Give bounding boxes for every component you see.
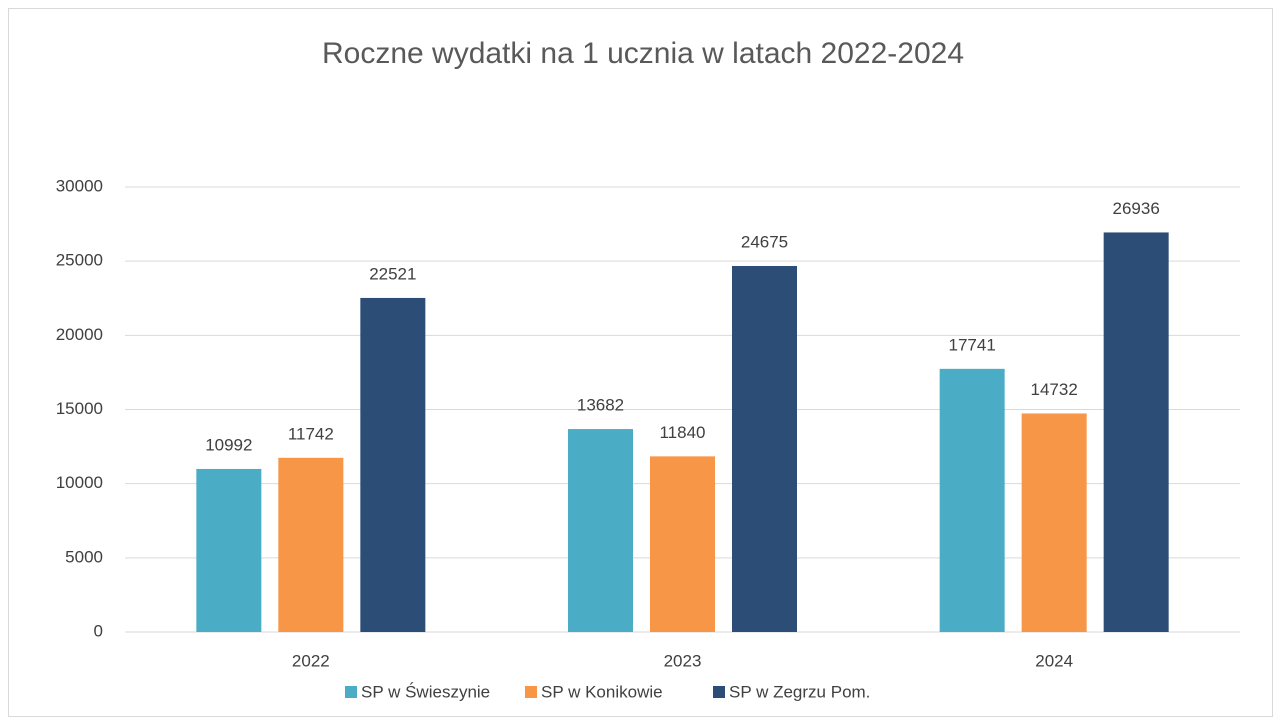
legend-label: SP w Zegrzu Pom. xyxy=(729,682,870,701)
y-tick-label: 25000 xyxy=(56,251,103,270)
bar xyxy=(568,429,633,632)
x-tick-label: 2024 xyxy=(1035,651,1073,670)
bar xyxy=(360,297,426,632)
data-label: 26936 xyxy=(1113,199,1160,218)
data-label: 13682 xyxy=(577,396,624,415)
bar xyxy=(1021,413,1087,632)
x-tick-label: 2023 xyxy=(664,651,702,670)
bar xyxy=(196,468,262,632)
y-tick-label: 5000 xyxy=(65,547,103,566)
legend-swatch xyxy=(345,686,357,698)
y-tick-label: 20000 xyxy=(56,325,103,344)
bar xyxy=(732,265,797,632)
data-label: 10992 xyxy=(205,435,252,454)
legend-swatch xyxy=(713,686,725,698)
data-label: 17741 xyxy=(949,335,996,354)
data-label: 24675 xyxy=(741,232,788,251)
legend-swatch xyxy=(525,686,537,698)
data-label: 11742 xyxy=(288,424,334,443)
y-tick-label: 30000 xyxy=(56,176,103,195)
chart-title: Roczne wydatki na 1 ucznia w latach 2022… xyxy=(322,37,964,70)
bar xyxy=(650,456,715,632)
data-label: 14732 xyxy=(1031,380,1078,399)
bar xyxy=(1103,232,1169,632)
y-tick-label: 10000 xyxy=(56,473,103,492)
y-tick-label: 0 xyxy=(94,621,103,640)
y-tick-label: 15000 xyxy=(56,399,103,418)
legend-label: SP w Konikowie xyxy=(541,682,663,701)
x-tick-label: 2022 xyxy=(292,651,330,670)
bar xyxy=(939,368,1005,632)
bar xyxy=(278,457,344,632)
data-label: 11840 xyxy=(659,423,705,442)
data-label: 22521 xyxy=(369,264,416,283)
legend-label: SP w Świeszynie xyxy=(361,682,490,701)
